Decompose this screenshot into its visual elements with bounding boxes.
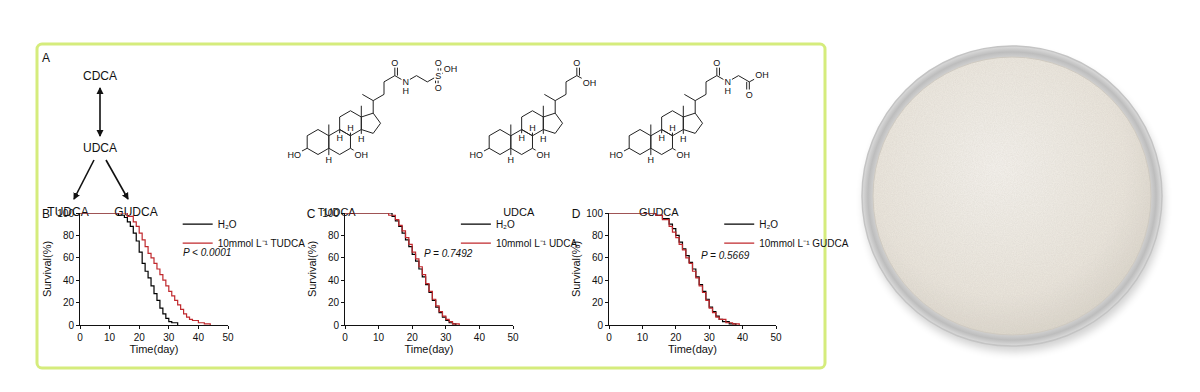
svg-text:H₂O: H₂O: [496, 219, 515, 230]
svg-text:GUDCA: GUDCA: [639, 206, 679, 218]
svg-text:UDCA: UDCA: [503, 206, 535, 218]
svg-text:40: 40: [592, 275, 604, 286]
svg-text:0: 0: [342, 332, 348, 343]
svg-text:0: 0: [606, 332, 612, 343]
svg-text:40: 40: [63, 275, 75, 286]
svg-text:H: H: [540, 134, 547, 144]
svg-text:Survival(%): Survival(%): [41, 241, 53, 297]
svg-text:TUDCA: TUDCA: [318, 206, 357, 218]
svg-text:30: 30: [440, 332, 452, 343]
svg-text:TUDCA: TUDCA: [47, 205, 88, 219]
svg-text:60: 60: [592, 252, 604, 263]
svg-text:10mmol L⁻¹ UDCA: 10mmol L⁻¹ UDCA: [496, 238, 578, 249]
svg-text:HO: HO: [288, 150, 302, 160]
svg-text:20: 20: [592, 297, 604, 308]
svg-text:80: 80: [592, 230, 604, 241]
svg-text:N: N: [724, 76, 731, 87]
svg-text:H: H: [529, 123, 536, 133]
svg-text:H: H: [669, 123, 676, 133]
svg-text:O: O: [573, 58, 580, 68]
svg-text:20: 20: [63, 297, 75, 308]
svg-text:HO: HO: [610, 150, 624, 160]
svg-text:OH: OH: [444, 64, 458, 74]
svg-text:H: H: [518, 133, 525, 143]
svg-text:O: O: [713, 58, 720, 68]
svg-text:C: C: [307, 207, 316, 221]
svg-text:40: 40: [474, 332, 486, 343]
svg-text:OH: OH: [755, 70, 769, 80]
svg-text:40: 40: [737, 332, 749, 343]
svg-text:H: H: [658, 133, 665, 143]
svg-text:H: H: [326, 155, 333, 165]
svg-text:40: 40: [328, 275, 340, 286]
svg-text:O: O: [435, 58, 442, 68]
svg-text:P = 0.7492: P = 0.7492: [424, 248, 473, 259]
svg-text:0: 0: [333, 320, 339, 331]
svg-text:100: 100: [322, 208, 339, 219]
svg-text:GUDCA: GUDCA: [114, 205, 157, 219]
svg-text:H₂O: H₂O: [759, 219, 778, 230]
svg-text:OH: OH: [583, 78, 597, 88]
svg-text:UDCA: UDCA: [83, 141, 117, 155]
svg-text:H: H: [358, 134, 365, 144]
svg-text:H: H: [724, 86, 731, 96]
svg-text:50: 50: [770, 332, 782, 343]
svg-text:O: O: [391, 58, 398, 68]
svg-text:Survival(%): Survival(%): [570, 241, 582, 297]
svg-text:40: 40: [193, 332, 205, 343]
svg-text:A: A: [42, 51, 50, 65]
svg-text:Time(day): Time(day): [668, 343, 717, 355]
svg-text:N: N: [402, 76, 409, 87]
svg-text:50: 50: [222, 332, 234, 343]
svg-text:Time(day): Time(day): [129, 343, 178, 355]
svg-text:30: 30: [163, 332, 175, 343]
svg-text:O: O: [435, 83, 442, 93]
svg-text:O: O: [746, 90, 753, 100]
svg-text:10mmol L⁻¹ GUDCA: 10mmol L⁻¹ GUDCA: [759, 238, 848, 249]
svg-text:100: 100: [586, 208, 603, 219]
svg-text:S: S: [435, 71, 441, 81]
svg-text:50: 50: [507, 332, 519, 343]
svg-text:HO: HO: [470, 150, 484, 160]
svg-text:100: 100: [57, 208, 74, 219]
svg-text:H₂O: H₂O: [218, 219, 237, 230]
svg-text:P < 0.0001: P < 0.0001: [183, 247, 231, 258]
svg-text:0: 0: [68, 320, 74, 331]
svg-text:0: 0: [597, 320, 603, 331]
svg-text:80: 80: [328, 230, 340, 241]
svg-text:80: 80: [63, 230, 75, 241]
svg-text:20: 20: [407, 332, 419, 343]
svg-text:Survival(%): Survival(%): [306, 241, 318, 297]
svg-text:OH: OH: [536, 150, 550, 160]
svg-text:H: H: [402, 86, 409, 96]
svg-text:10mmol L⁻¹ TUDCA: 10mmol L⁻¹ TUDCA: [218, 238, 306, 249]
svg-text:D: D: [572, 207, 581, 221]
svg-text:20: 20: [328, 297, 340, 308]
svg-text:B: B: [42, 207, 50, 221]
svg-text:10: 10: [373, 332, 385, 343]
svg-text:H: H: [347, 123, 354, 133]
svg-text:20: 20: [134, 332, 146, 343]
svg-text:H: H: [680, 134, 687, 144]
svg-text:H: H: [336, 133, 343, 143]
svg-text:OH: OH: [676, 150, 690, 160]
svg-text:10: 10: [104, 332, 116, 343]
svg-text:60: 60: [328, 252, 340, 263]
svg-text:P = 0.5669: P = 0.5669: [701, 250, 750, 261]
svg-text:0: 0: [77, 332, 83, 343]
svg-text:Time(day): Time(day): [404, 343, 453, 355]
svg-text:OH: OH: [354, 150, 368, 160]
svg-text:20: 20: [670, 332, 682, 343]
svg-text:H: H: [508, 155, 515, 165]
svg-text:H: H: [648, 155, 655, 165]
svg-text:10: 10: [637, 332, 649, 343]
svg-text:CDCA: CDCA: [83, 69, 117, 83]
svg-text:30: 30: [704, 332, 716, 343]
svg-text:60: 60: [63, 252, 75, 263]
